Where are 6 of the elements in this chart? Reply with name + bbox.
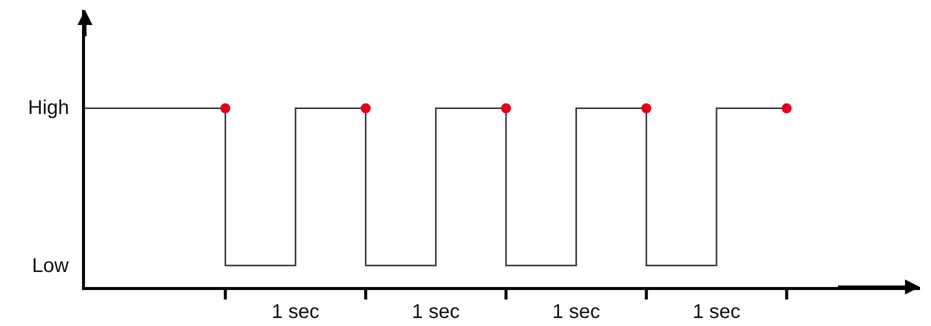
x-tick-label: 1 sec — [272, 301, 320, 323]
x-tick-label: 1 sec — [692, 301, 740, 323]
x-tick-label: 1 sec — [552, 301, 600, 323]
x-tick-label: 1 sec — [412, 301, 460, 323]
annotation: High — [28, 97, 70, 119]
annotation: Low — [32, 255, 70, 277]
